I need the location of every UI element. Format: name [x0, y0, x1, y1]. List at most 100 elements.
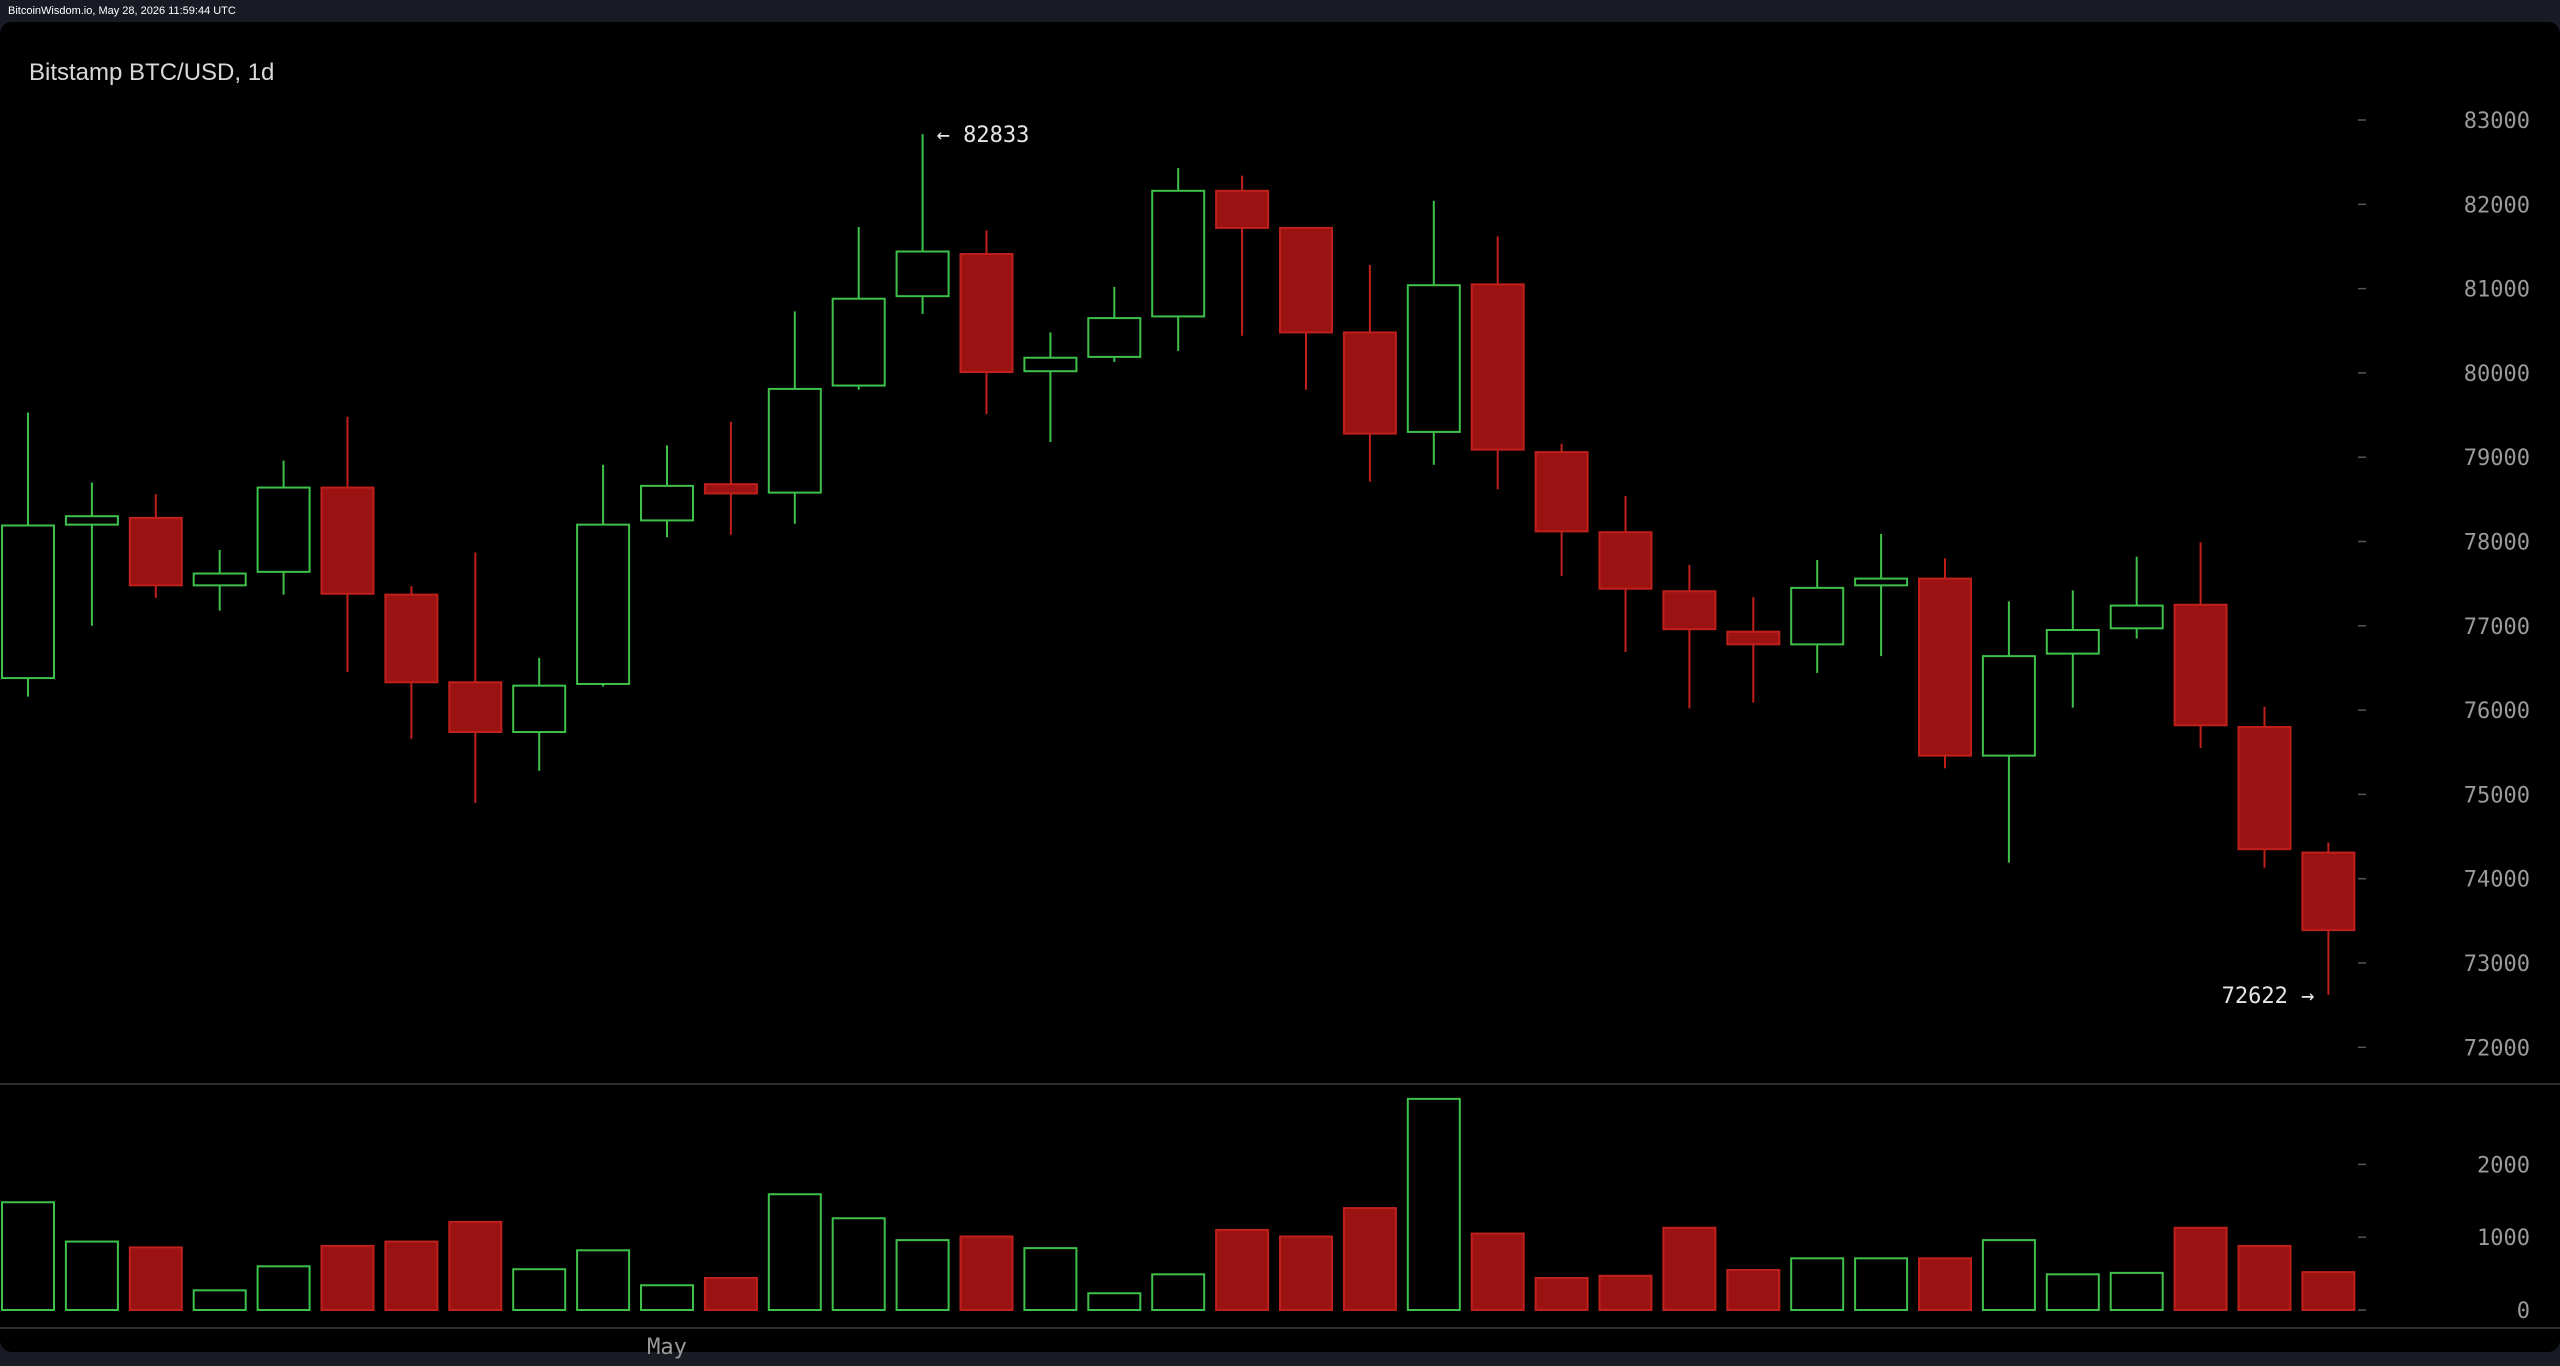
volume-bar-up: [767, 1193, 822, 1312]
candle-up: [640, 445, 694, 538]
top-bar: BitcoinWisdom.io, May 28, 2026 11:59:44 …: [0, 0, 2560, 22]
candle-body: [703, 483, 758, 495]
candle-down: [1534, 443, 1589, 577]
candle-body: [767, 387, 822, 494]
volume-bar-down: [1215, 1228, 1270, 1312]
time-axis-label: May: [647, 1335, 687, 1360]
candle-down: [2173, 542, 2228, 749]
volume-bar-down: [2237, 1244, 2292, 1312]
candle-down: [128, 494, 183, 598]
candle-up: [1023, 332, 1078, 443]
candle-down: [448, 552, 503, 803]
source-timestamp: BitcoinWisdom.io, May 28, 2026 11:59:44 …: [8, 5, 236, 17]
candle-body: [1534, 451, 1589, 533]
candle-up: [1406, 200, 1461, 465]
candle-body: [640, 484, 694, 522]
candle-down: [1598, 495, 1653, 652]
price-tick-label: 76000: [2464, 699, 2530, 724]
volume-bar-up: [1406, 1097, 1461, 1311]
candle-up: [512, 657, 567, 771]
volume-bar-up: [2109, 1271, 2164, 1311]
volume-bar-down: [959, 1235, 1014, 1312]
candle-body: [1023, 356, 1078, 373]
candle-body: [1215, 189, 1270, 229]
volume-bar-up: [1151, 1273, 1206, 1312]
candle-body: [2301, 851, 2356, 932]
volume-bar-up: [2045, 1273, 2100, 1312]
candle-up: [192, 549, 247, 611]
volume-bar-up: [831, 1217, 886, 1311]
volume-bar-down: [2173, 1226, 2228, 1311]
volume-bar-up: [512, 1268, 567, 1312]
volume-bar-down: [1470, 1232, 1525, 1312]
candle-body: [2173, 603, 2228, 727]
candle-up: [831, 227, 886, 390]
candle-down: [1726, 597, 1781, 703]
candle-up: [1790, 560, 1845, 674]
volume-bar-down: [1342, 1207, 1397, 1311]
price-tick-label: 80000: [2464, 362, 2530, 387]
candle-body: [64, 515, 119, 526]
candle-up: [1, 412, 55, 697]
price-tick-label: 82000: [2464, 193, 2530, 218]
candle-body: [1342, 331, 1397, 435]
volume-bar-up: [1854, 1257, 1909, 1312]
candle-down: [2237, 706, 2292, 868]
candle-body: [576, 523, 631, 685]
candle-body: [1662, 590, 1717, 631]
candle-body: [256, 486, 311, 573]
candle-down: [1662, 565, 1717, 709]
candle-up: [576, 464, 631, 687]
volume-bar-up: [576, 1249, 631, 1311]
candle-body: [1854, 577, 1909, 587]
candle-up: [256, 460, 311, 595]
volume-bar-up: [1981, 1239, 2036, 1312]
price-tick-label: 81000: [2464, 278, 2530, 303]
candle-down: [2301, 842, 2356, 995]
candle-body: [2237, 725, 2292, 851]
chart-title: Bitstamp BTC/USD, 1d: [29, 59, 275, 86]
volume-bar-down: [1279, 1235, 1333, 1312]
candle-body: [1790, 586, 1845, 646]
candle-down: [1342, 264, 1397, 482]
volume-bar-down: [320, 1244, 375, 1312]
volume-bar-down: [1598, 1274, 1653, 1312]
volume-bar-down: [448, 1220, 503, 1311]
volume-tick-label: 0: [2517, 1299, 2530, 1324]
candle-body: [1087, 317, 1142, 358]
volume-bar-down: [1534, 1276, 1589, 1312]
candle-body: [1918, 577, 1972, 757]
volume-bar-down: [1726, 1268, 1781, 1311]
candle-body: [1151, 189, 1206, 318]
volume-bar-up: [1023, 1247, 1078, 1311]
candle-up: [767, 311, 822, 524]
candle-body: [1726, 630, 1781, 646]
candle-body: [128, 516, 183, 587]
volume-bar-down: [1918, 1257, 1972, 1312]
volume-bar-up: [1087, 1292, 1142, 1311]
volume-tick-label: 1000: [2477, 1226, 2530, 1251]
candle-up: [895, 134, 950, 314]
candle-down: [320, 416, 375, 673]
volume-bar-down: [384, 1240, 439, 1311]
candle-body: [448, 681, 503, 734]
price-tick-label: 83000: [2464, 109, 2530, 134]
candle-down: [703, 421, 758, 535]
candle-up: [1087, 286, 1142, 362]
candle-body: [1406, 284, 1461, 433]
volume-bar-up: [192, 1289, 247, 1311]
price-tick-label: 79000: [2464, 446, 2530, 471]
candle-down: [1215, 175, 1270, 336]
candle-body: [512, 684, 567, 734]
volume-bar-up: [1, 1201, 55, 1311]
candle-body: [2045, 629, 2100, 655]
price-tick-label: 77000: [2464, 615, 2530, 640]
volume-bar-up: [1790, 1257, 1845, 1312]
candle-up: [2045, 590, 2100, 708]
price-tick-label: 73000: [2464, 952, 2530, 977]
candle-body: [1981, 655, 2036, 757]
candle-body: [1470, 283, 1525, 451]
candle-body: [959, 253, 1014, 374]
candle-body: [1598, 531, 1653, 590]
